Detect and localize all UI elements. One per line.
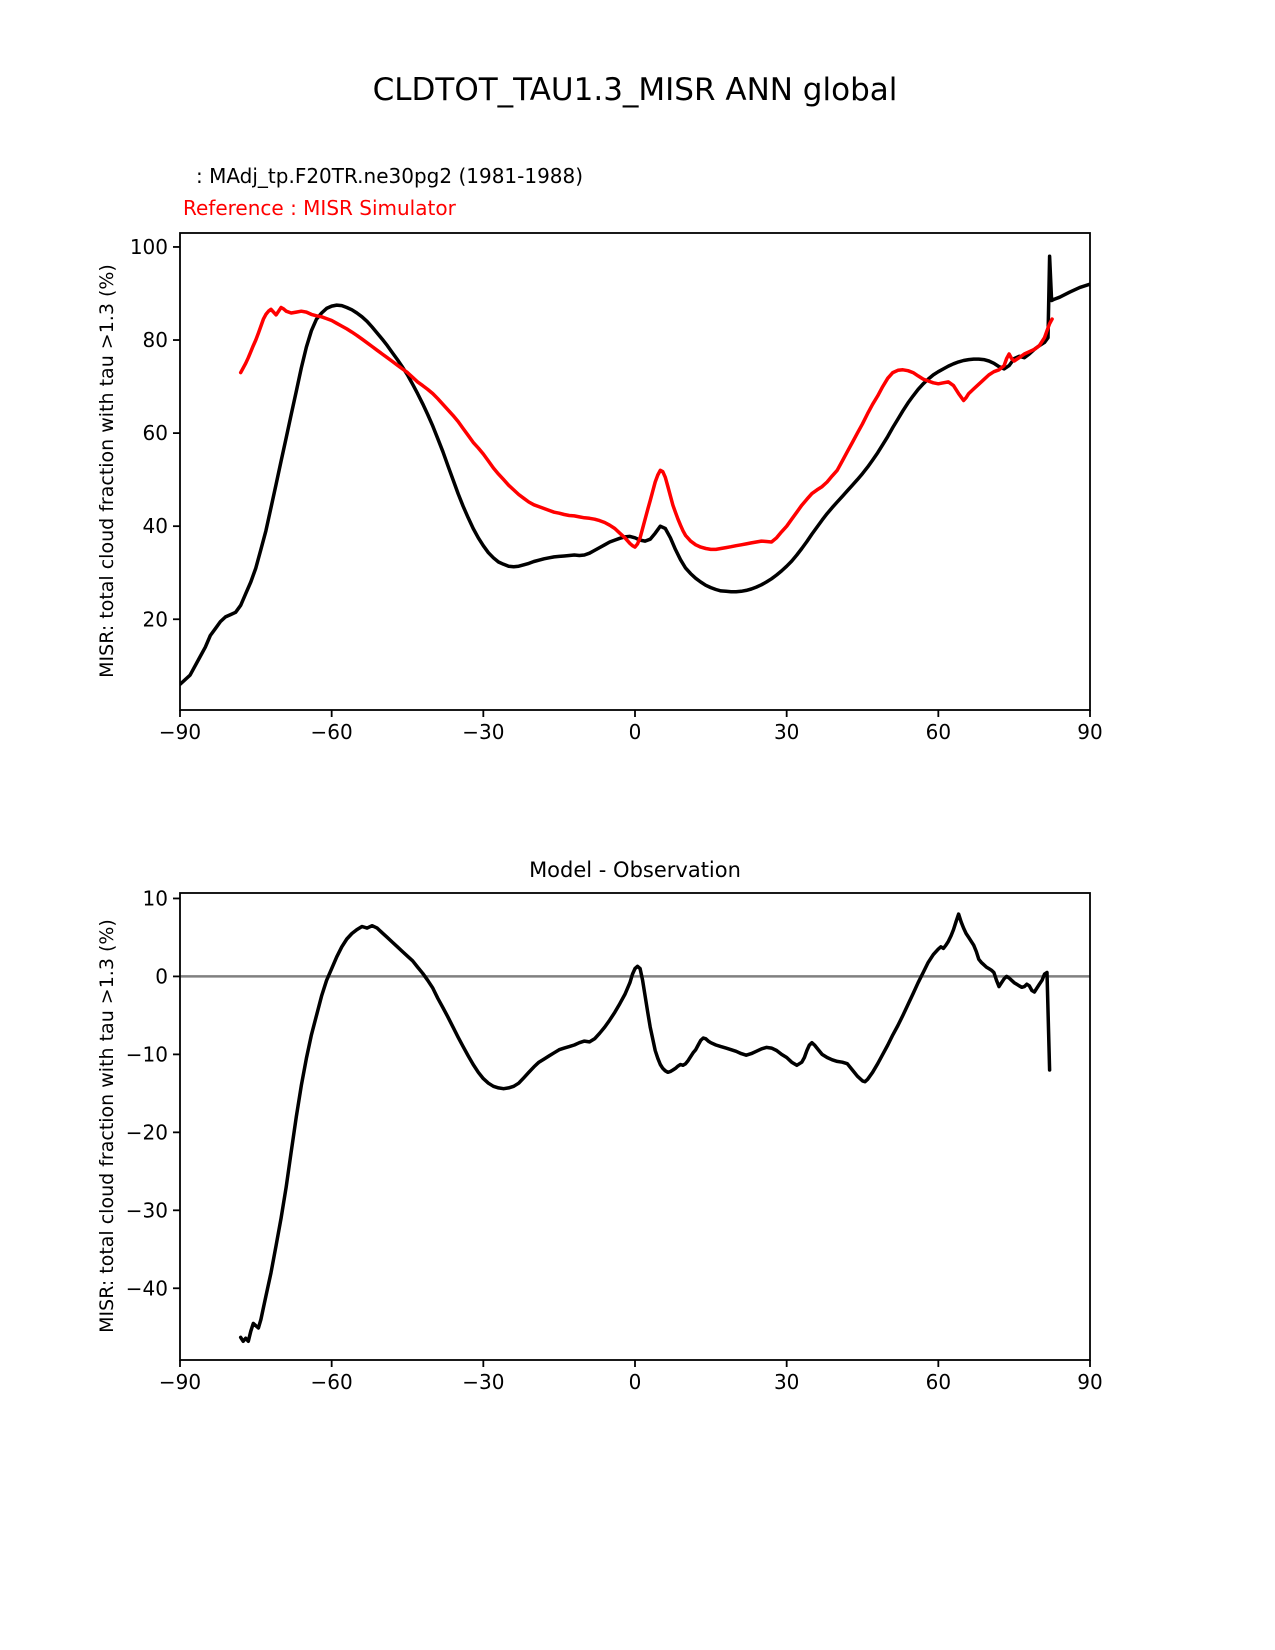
legend-model-label: : MAdj_tp.F20TR.ne30pg2 (1981-1988) bbox=[196, 164, 584, 188]
figure-title: CLDTOT_TAU1.3_MISR ANN global bbox=[372, 72, 898, 108]
series-reference bbox=[238, 305, 1054, 552]
bottom-chart-title: Model - Observation bbox=[529, 858, 741, 882]
y-tick-label: −40 bbox=[126, 1276, 168, 1300]
y-tick-label: 80 bbox=[143, 328, 168, 352]
x-tick-label: 30 bbox=[774, 720, 799, 744]
x-tick-label: 90 bbox=[1077, 1370, 1102, 1394]
y-tick-label: 60 bbox=[143, 421, 168, 445]
x-tick-label: 60 bbox=[926, 720, 951, 744]
y-tick-label: −20 bbox=[126, 1120, 168, 1144]
y-tick-label: 0 bbox=[155, 964, 168, 988]
chart-top: −90 −60 −30 0 30 60 90 20 40 60 80 100 bbox=[130, 232, 1103, 744]
y-tick-label: 10 bbox=[143, 886, 168, 910]
plot-box-top bbox=[179, 232, 1091, 711]
legend-reference-label: Reference : MISR Simulator bbox=[183, 196, 456, 220]
x-tick-label: 0 bbox=[629, 720, 642, 744]
series-model bbox=[180, 254, 1090, 687]
x-tick-label: −90 bbox=[159, 720, 201, 744]
bottom-chart-y-axis-label: MISR: total cloud fraction with tau >1.3… bbox=[96, 919, 118, 1333]
chart-bottom: −90 −60 −30 0 30 60 90 10 0 −10 −20 −30 −40 bbox=[126, 886, 1103, 1394]
y-tick-label: −30 bbox=[126, 1198, 168, 1222]
x-tick-label: −60 bbox=[311, 720, 353, 744]
x-tick-label: 30 bbox=[774, 1370, 799, 1394]
x-tick-label: −30 bbox=[462, 720, 504, 744]
x-tick-label: 60 bbox=[926, 1370, 951, 1394]
plot-box-bottom bbox=[179, 892, 1091, 1361]
x-tick-label: 0 bbox=[629, 1370, 642, 1394]
x-tick-label: −90 bbox=[159, 1370, 201, 1394]
y-tick-label: −10 bbox=[126, 1042, 168, 1066]
y-tick-label: 40 bbox=[143, 514, 168, 538]
y-tick-label: 20 bbox=[143, 607, 168, 631]
series-model-minus-observation bbox=[238, 912, 1052, 1344]
y-tick-label: 100 bbox=[130, 235, 168, 259]
x-tick-label: −30 bbox=[462, 1370, 504, 1394]
x-tick-label: −60 bbox=[311, 1370, 353, 1394]
top-chart-y-axis-label: MISR: total cloud fraction with tau >1.3… bbox=[96, 264, 118, 678]
x-tick-label: 90 bbox=[1077, 720, 1102, 744]
